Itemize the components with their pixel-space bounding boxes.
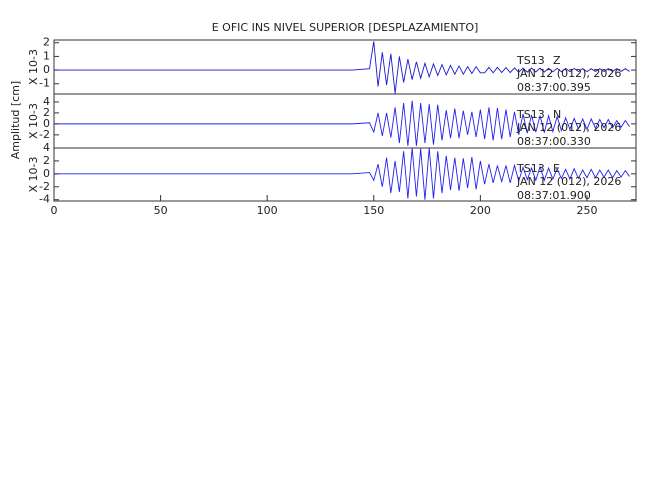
date-label: JAN 12 (012), 2026	[516, 67, 621, 80]
y-tick-label: 4	[43, 141, 50, 154]
y-tick-label: 0	[43, 167, 50, 180]
y-tick-label: -2	[39, 180, 50, 193]
x-tick-label: 50	[154, 204, 168, 217]
panel-frame	[53, 147, 637, 202]
y-tick-label: -4	[39, 193, 50, 206]
station-label: TS13	[516, 108, 545, 121]
y-tick-label: 2	[43, 106, 50, 119]
x-tick-label: 150	[363, 204, 384, 217]
waveform	[54, 148, 630, 200]
date-label: JAN 12 (012), 2026	[516, 175, 621, 188]
x-tick-label: 200	[470, 204, 491, 217]
x-tick-label: 100	[257, 204, 278, 217]
y-tick-label: -1	[39, 77, 50, 90]
y-tick-label: 4	[43, 95, 50, 108]
time-label: 08:37:00.330	[517, 135, 591, 148]
y-axis-label: Amplitud [cm]	[9, 81, 22, 159]
time-label: 08:37:01.900	[517, 189, 591, 202]
y-tick-label: 0	[43, 63, 50, 76]
waveform	[54, 100, 630, 146]
station-label: TS13	[516, 162, 545, 175]
component-label: N	[553, 108, 561, 121]
y-tick-label: 1	[43, 49, 50, 62]
x-tick-label: 0	[51, 204, 58, 217]
y-tick-label: 2	[43, 36, 50, 49]
panel-y-label: X 10-3	[27, 157, 40, 193]
date-label: JAN 12 (012), 2026	[516, 121, 621, 134]
y-tick-label: -2	[39, 128, 50, 141]
chart-title: E OFIC INS NIVEL SUPERIOR [DESPLAZAMIENT…	[212, 21, 479, 34]
component-label: E	[553, 162, 560, 175]
y-tick-label: 0	[43, 117, 50, 130]
x-tick-label: 250	[576, 204, 597, 217]
time-label: 08:37:00.395	[517, 81, 591, 94]
y-tick-label: 2	[43, 154, 50, 167]
component-label: Z	[553, 54, 561, 67]
panel-y-label: X 10-3	[27, 49, 40, 85]
station-label: TS13	[516, 54, 545, 67]
waveform	[54, 41, 630, 94]
panel-y-label: X 10-3	[27, 103, 40, 139]
